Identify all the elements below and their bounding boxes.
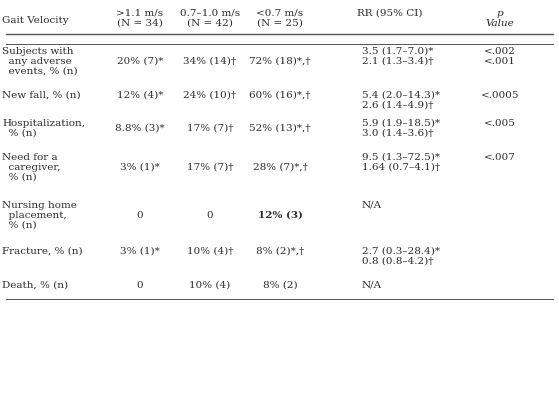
- Text: (N = 34): (N = 34): [117, 19, 163, 28]
- Text: 17% (7)†: 17% (7)†: [187, 163, 233, 172]
- Text: (N = 42): (N = 42): [187, 19, 233, 28]
- Text: <.002: <.002: [484, 47, 516, 56]
- Text: 8% (2): 8% (2): [263, 281, 297, 290]
- Text: events, % (n): events, % (n): [2, 67, 78, 76]
- Text: 3.0 (1.4–3.6)†: 3.0 (1.4–3.6)†: [362, 129, 433, 138]
- Text: N/A: N/A: [362, 281, 382, 290]
- Text: 3.5 (1.7–7.0)*: 3.5 (1.7–7.0)*: [362, 47, 433, 56]
- Text: 52% (13)*,†: 52% (13)*,†: [249, 124, 311, 133]
- Text: % (n): % (n): [2, 173, 37, 182]
- Text: 34% (14)†: 34% (14)†: [183, 57, 236, 66]
- Text: 72% (18)*,†: 72% (18)*,†: [249, 57, 311, 66]
- Text: caregiver,: caregiver,: [2, 163, 60, 172]
- Text: 2.7 (0.3–28.4)*: 2.7 (0.3–28.4)*: [362, 247, 440, 256]
- Text: 2.6 (1.4–4.9)†: 2.6 (1.4–4.9)†: [362, 101, 433, 110]
- Text: 28% (7)*,†: 28% (7)*,†: [253, 163, 307, 172]
- Text: Fracture, % (n): Fracture, % (n): [2, 247, 83, 256]
- Text: Death, % (n): Death, % (n): [2, 281, 68, 290]
- Text: 5.4 (2.0–14.3)*: 5.4 (2.0–14.3)*: [362, 91, 440, 100]
- Text: 2.1 (1.3–3.4)†: 2.1 (1.3–3.4)†: [362, 57, 433, 66]
- Text: 0: 0: [137, 211, 143, 220]
- Text: N/A: N/A: [362, 201, 382, 210]
- Text: (N = 25): (N = 25): [257, 19, 303, 28]
- Text: Gait Velocity: Gait Velocity: [2, 16, 69, 25]
- Text: 8% (2)*,†: 8% (2)*,†: [256, 247, 304, 256]
- Text: RR (95% CI): RR (95% CI): [357, 9, 423, 18]
- Text: p: p: [497, 9, 503, 18]
- Text: 60% (16)*,†: 60% (16)*,†: [249, 91, 311, 100]
- Text: <.007: <.007: [484, 153, 516, 162]
- Text: 12% (4)*: 12% (4)*: [117, 91, 163, 100]
- Text: Need for a: Need for a: [2, 153, 58, 162]
- Text: 0.7–1.0 m/s: 0.7–1.0 m/s: [180, 9, 240, 18]
- Text: % (n): % (n): [2, 129, 37, 138]
- Text: 17% (7)†: 17% (7)†: [187, 124, 233, 133]
- Text: 9.5 (1.3–72.5)*: 9.5 (1.3–72.5)*: [362, 153, 440, 162]
- Text: 1.64 (0.7–4.1)†: 1.64 (0.7–4.1)†: [362, 163, 440, 172]
- Text: 10% (4): 10% (4): [190, 281, 231, 290]
- Text: % (n): % (n): [2, 221, 37, 230]
- Text: Value: Value: [486, 19, 514, 28]
- Text: 0: 0: [137, 281, 143, 290]
- Text: 10% (4)†: 10% (4)†: [187, 247, 233, 256]
- Text: 3% (1)*: 3% (1)*: [120, 163, 160, 172]
- Text: <.005: <.005: [484, 119, 516, 128]
- Text: 0: 0: [207, 211, 214, 220]
- Text: New fall, % (n): New fall, % (n): [2, 91, 80, 100]
- Text: >1.1 m/s: >1.1 m/s: [116, 9, 164, 18]
- Text: 5.9 (1.9–18.5)*: 5.9 (1.9–18.5)*: [362, 119, 440, 128]
- Text: placement,: placement,: [2, 211, 67, 220]
- Text: <.001: <.001: [484, 57, 516, 66]
- Text: 3% (1)*: 3% (1)*: [120, 247, 160, 256]
- Text: Hospitalization,: Hospitalization,: [2, 119, 85, 128]
- Text: any adverse: any adverse: [2, 57, 72, 66]
- Text: <0.7 m/s: <0.7 m/s: [257, 9, 304, 18]
- Text: 12% (3): 12% (3): [258, 211, 302, 220]
- Text: <.0005: <.0005: [481, 91, 519, 100]
- Text: 8.8% (3)*: 8.8% (3)*: [115, 124, 165, 133]
- Text: 20% (7)*: 20% (7)*: [117, 57, 163, 66]
- Text: 0.8 (0.8–4.2)†: 0.8 (0.8–4.2)†: [362, 257, 433, 266]
- Text: Subjects with: Subjects with: [2, 47, 73, 56]
- Text: Nursing home: Nursing home: [2, 201, 77, 210]
- Text: 24% (10)†: 24% (10)†: [183, 91, 236, 100]
